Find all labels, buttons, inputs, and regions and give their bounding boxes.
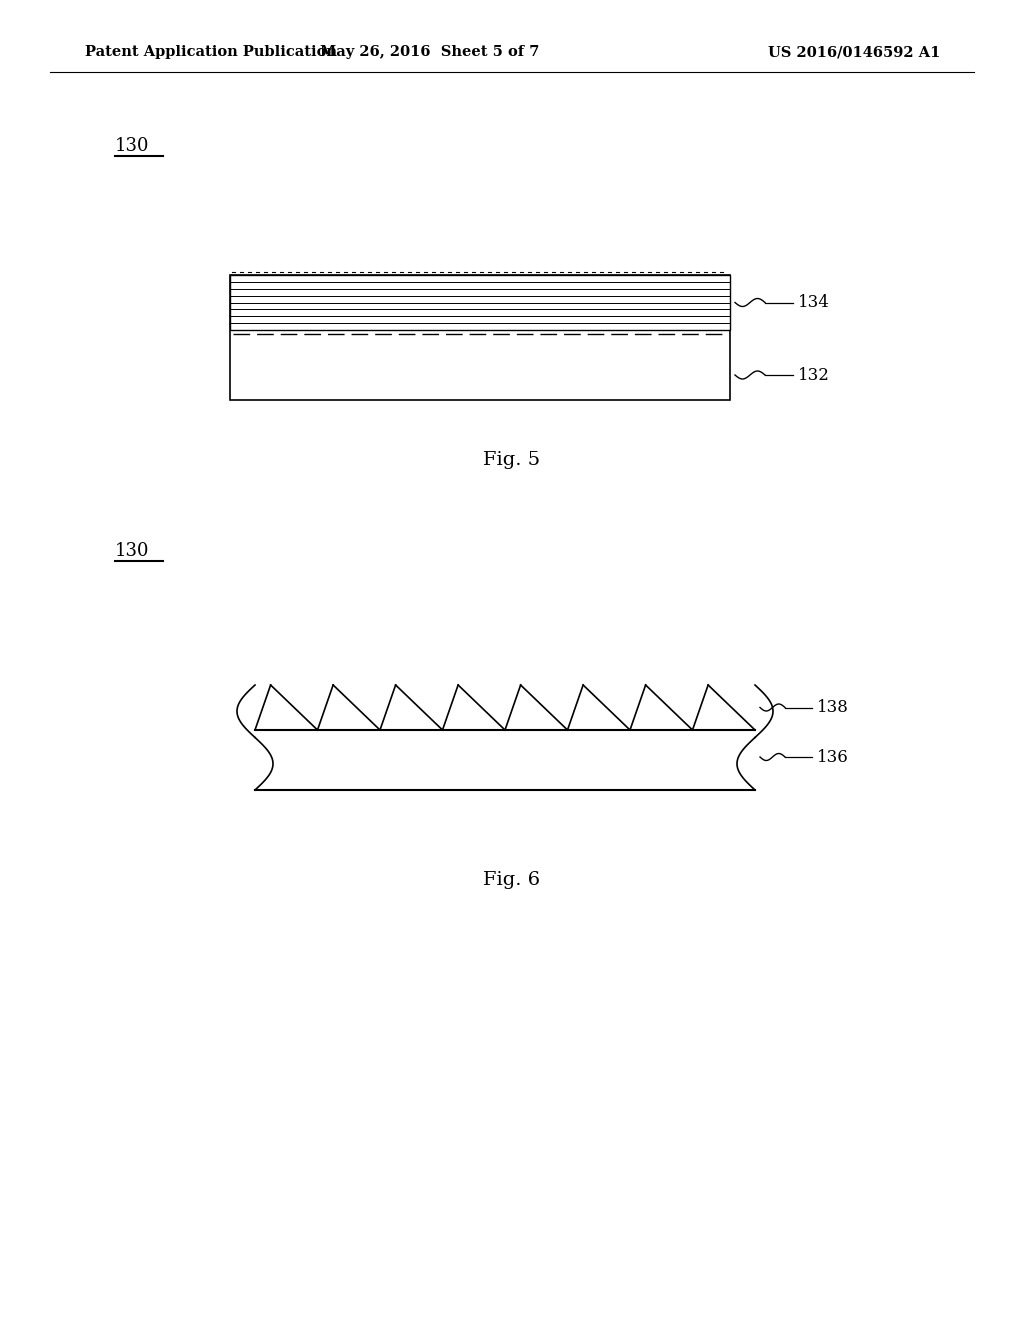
Text: 130: 130 [115, 137, 150, 154]
Text: Patent Application Publication: Patent Application Publication [85, 45, 337, 59]
Text: 132: 132 [798, 367, 829, 384]
Text: US 2016/0146592 A1: US 2016/0146592 A1 [768, 45, 940, 59]
Text: 136: 136 [817, 748, 849, 766]
Bar [230, 275, 730, 400]
Text: May 26, 2016  Sheet 5 of 7: May 26, 2016 Sheet 5 of 7 [321, 45, 540, 59]
Text: 138: 138 [817, 700, 849, 715]
Text: Fig. 6: Fig. 6 [483, 871, 541, 888]
Text: 130: 130 [115, 543, 150, 560]
Text: Fig. 5: Fig. 5 [483, 451, 541, 469]
Text: 134: 134 [798, 294, 829, 312]
Bar [230, 275, 730, 330]
